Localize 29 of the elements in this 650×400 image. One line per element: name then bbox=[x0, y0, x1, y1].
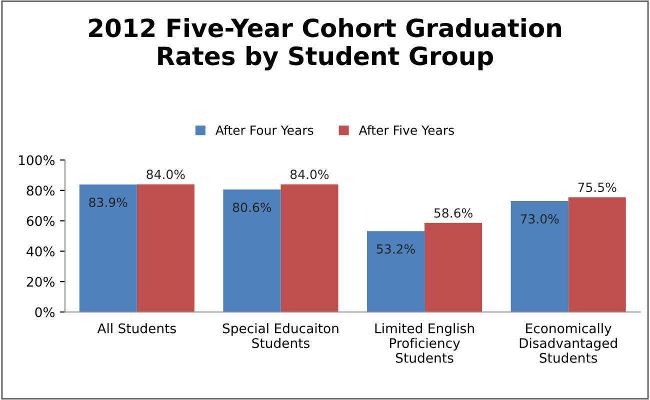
data-label: 75.5% bbox=[578, 182, 616, 192]
data-label: 84.0% bbox=[146, 170, 185, 180]
bar bbox=[136, 184, 194, 312]
legend-label: After Five Years bbox=[358, 125, 454, 135]
x-tick-label: All Students bbox=[97, 323, 176, 334]
bar bbox=[223, 189, 281, 312]
bar bbox=[367, 231, 425, 312]
data-label: 58.6% bbox=[434, 208, 472, 218]
bar bbox=[568, 197, 626, 312]
y-tick-label: 0% bbox=[35, 307, 55, 318]
data-label: 53.2% bbox=[376, 244, 415, 254]
data-label: 83.9% bbox=[89, 198, 128, 208]
x-tick-label: Economically Disadvantaged Students bbox=[520, 323, 617, 363]
legend-label: After Four Years bbox=[216, 125, 314, 135]
bar bbox=[280, 184, 338, 312]
data-label: 84.0% bbox=[290, 170, 329, 180]
chart-title: 2012 Five-Year Cohort Graduation Rates by Student Group bbox=[89, 18, 561, 70]
bar bbox=[79, 184, 137, 312]
data-label: 80.6% bbox=[232, 202, 272, 212]
y-tick-label: 20% bbox=[26, 276, 55, 287]
bar bbox=[510, 201, 568, 312]
data-label: 73.0% bbox=[520, 214, 559, 224]
y-tick-label: 60% bbox=[26, 216, 55, 226]
y-tick-label: 100% bbox=[19, 155, 55, 166]
x-tick-label: Limited English Proficiency Students bbox=[375, 323, 474, 363]
bar bbox=[424, 222, 482, 312]
y-tick-label: 40% bbox=[26, 246, 55, 256]
x-tick-label: Special Educaiton Students bbox=[222, 323, 338, 348]
y-tick-label: 80% bbox=[26, 186, 55, 196]
